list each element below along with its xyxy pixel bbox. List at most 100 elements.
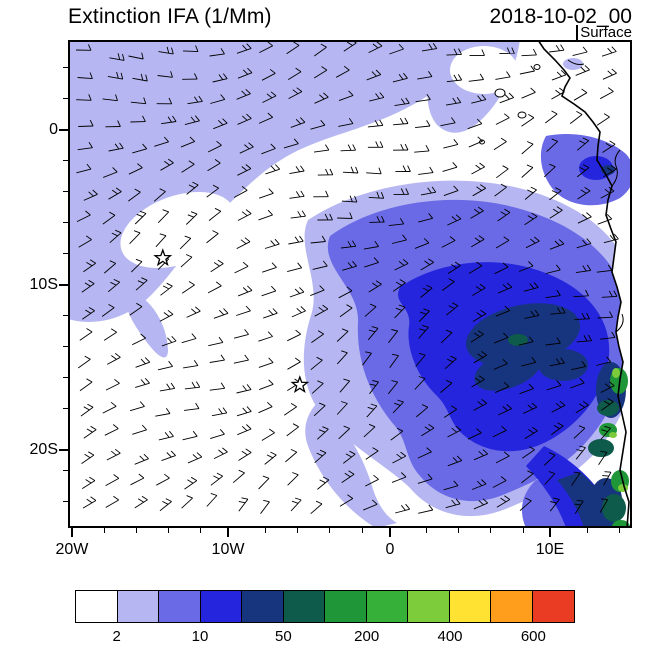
- wind-barb: [164, 473, 170, 479]
- wind-barb: [289, 170, 305, 175]
- wind-barb: [427, 187, 432, 194]
- wind-barb: [310, 289, 325, 297]
- wind-barb: [110, 281, 117, 286]
- wind-barb: [560, 69, 567, 76]
- wind-barb: [77, 147, 93, 151]
- wind-barb: [316, 452, 323, 457]
- wind-barb: [545, 269, 561, 274]
- x-axis-minor-tick: [329, 528, 331, 533]
- wind-barb: [470, 238, 485, 248]
- wind-barb: [420, 262, 434, 271]
- wind-barb: [549, 362, 565, 367]
- wind-barb: [428, 258, 434, 263]
- wind-barb: [543, 454, 556, 466]
- wind-barb: [398, 260, 405, 266]
- wind-barb: [343, 42, 357, 52]
- wind-barb: [497, 408, 512, 416]
- wind-barb: [141, 424, 147, 431]
- wind-barb: [451, 264, 457, 269]
- wind-barb: [128, 55, 144, 60]
- wind-barb: [556, 71, 563, 77]
- wind-barb: [579, 140, 586, 145]
- wind-barb: [285, 451, 298, 463]
- wind-barb: [167, 337, 173, 343]
- wind-barb: [270, 285, 277, 292]
- wind-barb: [85, 235, 92, 240]
- wind-barb: [159, 501, 172, 512]
- wind-barb: [220, 48, 225, 55]
- wind-barb: [86, 378, 93, 383]
- wind-barb: [294, 236, 300, 243]
- wind-barb: [316, 428, 329, 440]
- region-400-600-coastal: [597, 400, 619, 416]
- wind-barb: [419, 328, 426, 332]
- wind-barb: [192, 181, 199, 186]
- wind-barb: [494, 186, 507, 197]
- wind-barb: [211, 412, 227, 417]
- wind-barb: [76, 214, 91, 223]
- wind-barb: [244, 237, 251, 243]
- wind-barb: [217, 259, 224, 264]
- wind-barb: [365, 450, 379, 460]
- wind-barb: [577, 190, 591, 200]
- wind-barb: [375, 141, 379, 148]
- wind-barb: [584, 187, 591, 192]
- wind-barb: [245, 88, 251, 95]
- wind-barb: [81, 454, 95, 464]
- wind-barb: [364, 306, 377, 317]
- wind-barb: [114, 448, 121, 454]
- wind-barb: [132, 337, 146, 346]
- colorbar-label: 2: [112, 628, 121, 645]
- wind-barb: [198, 95, 203, 102]
- wind-barb: [451, 499, 457, 506]
- wind-barb: [523, 286, 539, 292]
- wind-barb: [299, 287, 305, 293]
- wind-barb: [557, 307, 561, 314]
- wind-barb: [325, 168, 329, 176]
- wind-barb: [207, 285, 222, 294]
- coastline: [537, 40, 630, 528]
- wind-barb: [209, 359, 225, 363]
- wind-barb: [420, 311, 427, 315]
- wind-barb: [213, 312, 229, 319]
- wind-barb: [85, 210, 91, 216]
- region-2-10-tail: [305, 402, 397, 528]
- wind-barb: [452, 457, 458, 463]
- wind-barb: [375, 69, 382, 75]
- wind-barb: [366, 172, 382, 175]
- x-axis-minor-tick: [425, 528, 427, 533]
- region-400-600-coastal: [588, 439, 614, 457]
- x-axis-minor-tick: [103, 528, 105, 533]
- wind-barb: [216, 472, 223, 477]
- wind-barb: [607, 264, 613, 271]
- wind-barb: [191, 308, 197, 314]
- wind-barb: [157, 211, 170, 224]
- wind-barb: [238, 500, 246, 504]
- wind-barb: [549, 163, 556, 168]
- wind-barb: [376, 191, 380, 199]
- wind-barb: [261, 290, 276, 297]
- wind-barb: [494, 266, 509, 275]
- wind-barb: [263, 499, 270, 503]
- y-axis-tick: [59, 284, 68, 286]
- x-axis-tick: [389, 528, 391, 537]
- wind-barb: [576, 111, 583, 115]
- wind-barb: [476, 118, 483, 125]
- wind-barb: [479, 283, 486, 289]
- wind-barb: [329, 213, 333, 221]
- wind-barb: [524, 430, 538, 439]
- wind-barb: [394, 402, 401, 406]
- wind-barb: [245, 209, 252, 214]
- wind-barb: [339, 498, 354, 507]
- wind-barb: [184, 120, 200, 126]
- wind-barb: [551, 110, 558, 115]
- wind-barb: [415, 99, 431, 103]
- wind-barb: [288, 240, 304, 245]
- wind-barb: [110, 401, 117, 407]
- wind-barb: [452, 97, 457, 104]
- wind-barb: [556, 289, 561, 296]
- wind-barb: [363, 503, 378, 511]
- wind-barb: [551, 91, 565, 100]
- wind-barb: [552, 208, 559, 213]
- wind-barb: [604, 471, 612, 473]
